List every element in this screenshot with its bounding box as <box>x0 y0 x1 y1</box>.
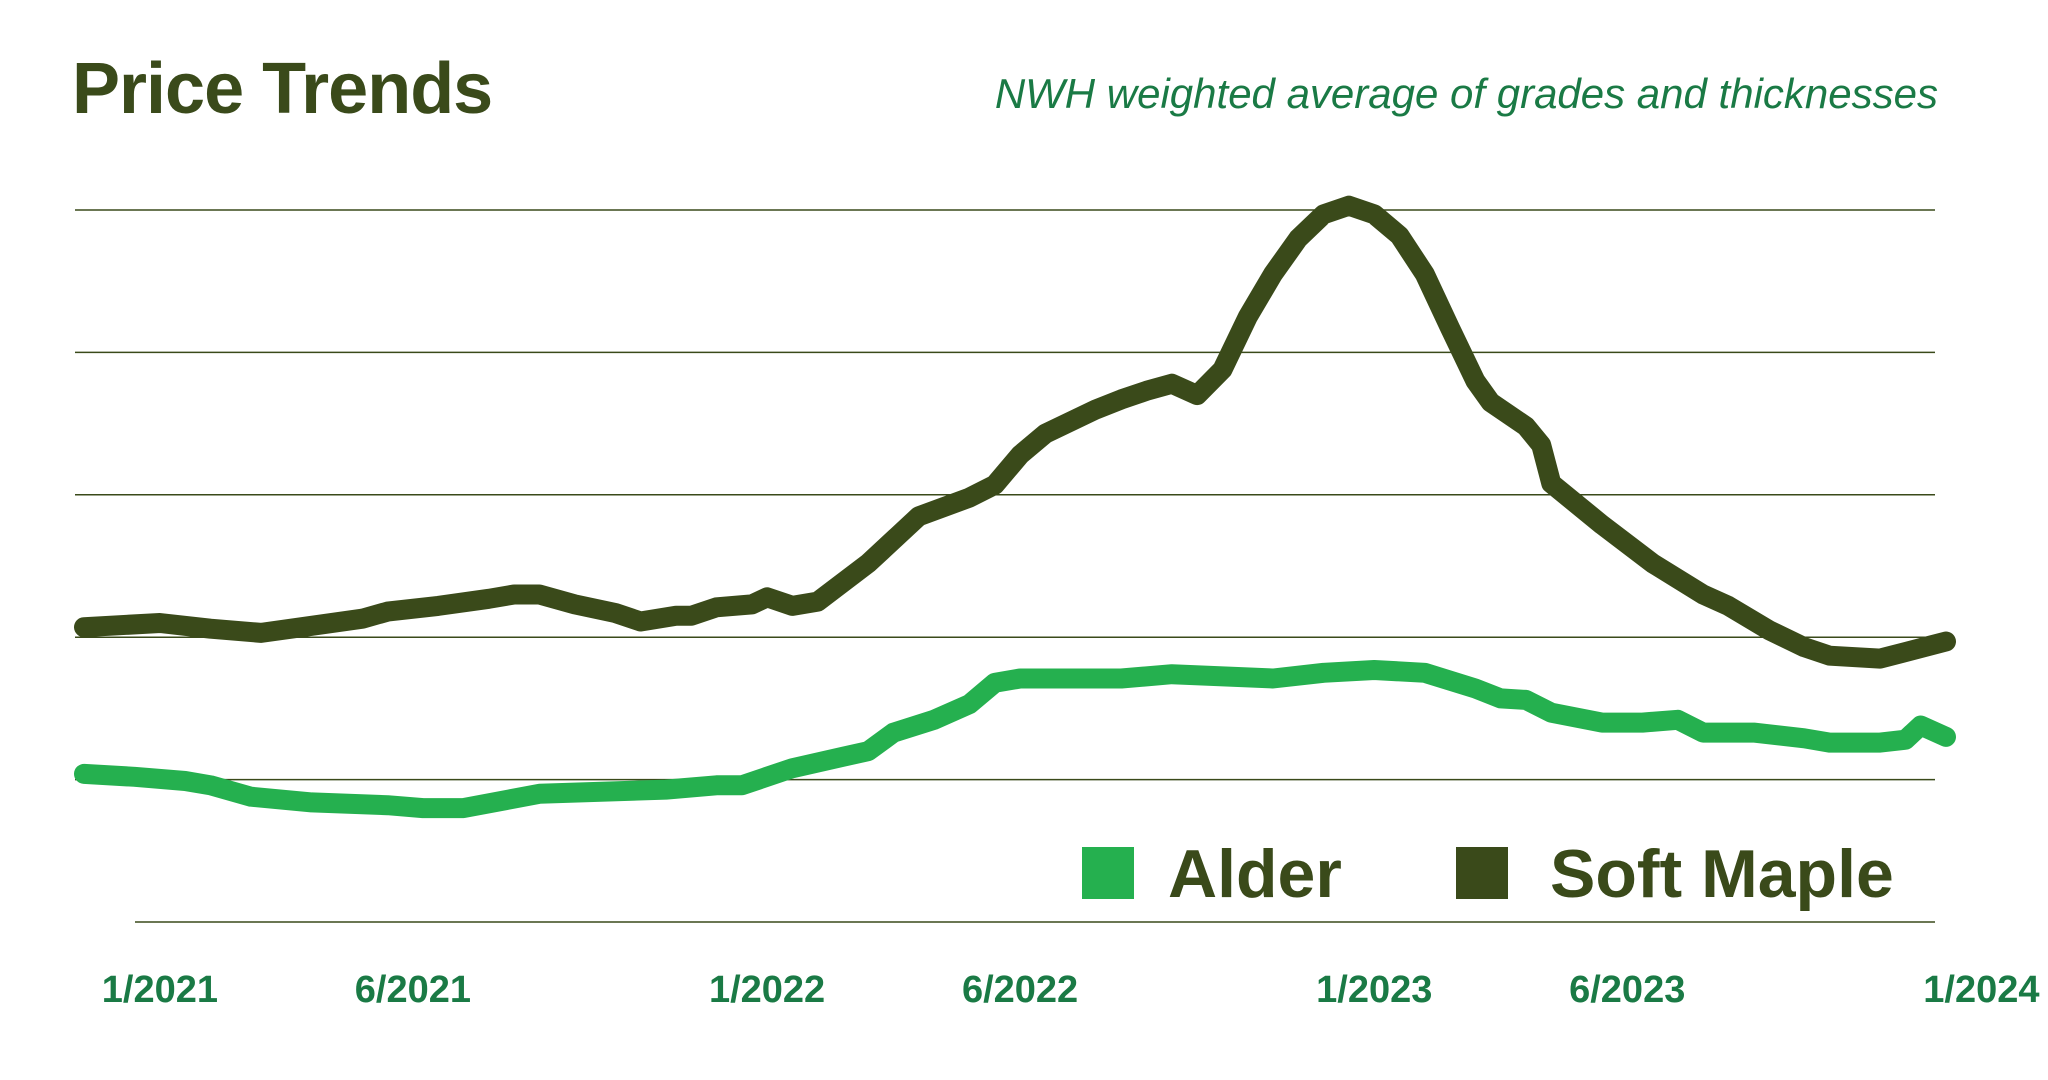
x-tick-label: 6/2023 <box>1569 969 1685 1011</box>
legend-label-soft-maple: Soft Maple <box>1550 836 1894 912</box>
chart-subtitle: NWH weighted average of grades and thick… <box>994 70 1938 117</box>
x-tick-label: 6/2021 <box>355 969 471 1011</box>
legend-label-alder: Alder <box>1168 836 1342 912</box>
x-tick-label: 1/2023 <box>1316 969 1432 1011</box>
series-line-soft-maple <box>74 195 1956 669</box>
legend-swatch-soft-maple <box>1456 847 1508 899</box>
x-tick-label: 1/2021 <box>102 969 218 1011</box>
x-tick-label: 6/2022 <box>962 969 1078 1011</box>
x-tick-label: 1/2022 <box>709 969 825 1011</box>
series-line-alder <box>74 660 1956 819</box>
legend-swatch-alder <box>1082 847 1134 899</box>
x-tick-label: 1/2024 <box>1923 969 2039 1011</box>
chart-title: Price Trends <box>72 49 493 129</box>
